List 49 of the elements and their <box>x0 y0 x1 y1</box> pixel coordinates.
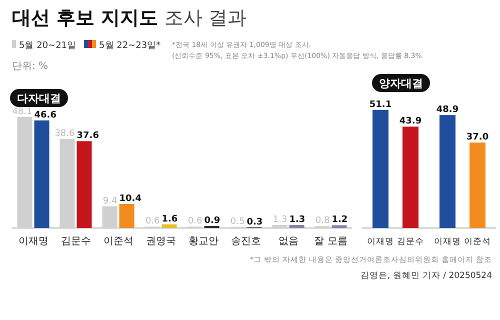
data-label: 1.3 <box>289 215 306 225</box>
data-label: 0.5 <box>230 216 245 227</box>
data-label: 10.4 <box>119 194 142 204</box>
data-label: 0.6 <box>145 216 160 227</box>
x-tick-label: 황교안 <box>188 236 218 247</box>
x-tick-label: 이준석 <box>103 236 134 247</box>
bar <box>332 225 347 228</box>
data-label: 46.6 <box>34 110 56 120</box>
chart-subtitle: 다자대결 <box>17 92 61 105</box>
x-tick-label: 김문수 <box>60 236 91 247</box>
data-label: 1.3 <box>272 215 288 225</box>
data-label: 37.6 <box>76 131 99 142</box>
x-tick-label: 이재명 <box>367 237 394 247</box>
data-label: 37.0 <box>466 132 489 143</box>
bar <box>76 141 92 228</box>
chart-title: 대선 후보 지지도 조사 결과 <box>12 7 246 29</box>
bar <box>119 204 134 228</box>
data-label: 0.8 <box>315 216 330 226</box>
x-tick-label: 잘 모름 <box>314 236 348 247</box>
text: 김영은, 원혜민 기자 / 20250524 <box>360 271 492 281</box>
x-tick-label: 권영국 <box>146 236 176 247</box>
x-tick-label: 송진호 <box>230 236 261 247</box>
x-tick-label: 김문수 <box>397 237 424 247</box>
bar <box>289 225 304 228</box>
bar <box>60 138 75 228</box>
bar <box>272 225 288 228</box>
data-label: 38.6 <box>54 128 76 139</box>
data-label: 0.3 <box>246 217 263 228</box>
data-label: 48.1 <box>12 106 32 117</box>
bar <box>162 224 177 228</box>
data-label: 51.1 <box>369 100 392 110</box>
text: 단위: % <box>12 61 48 72</box>
bar <box>102 206 118 228</box>
legend-label: 5월 20~21일 <box>19 41 76 51</box>
data-label: 1.2 <box>332 215 348 226</box>
bar <box>34 120 50 228</box>
data-label: 1.6 <box>162 214 178 224</box>
legend-label: 5월 22~23일* <box>99 41 162 51</box>
x-tick-label: 이준석 <box>464 237 491 247</box>
x-tick-label: 이재명 <box>18 236 48 247</box>
data-label: 9.4 <box>102 196 118 206</box>
bar <box>17 116 32 228</box>
chart-title: 양자대결 <box>379 77 423 90</box>
data-label: 0.9 <box>204 216 220 226</box>
x-tick-label: 이재명 <box>434 237 461 247</box>
data-label: 48.9 <box>436 105 459 116</box>
x-tick-label: 없음 <box>278 236 298 247</box>
data-label: 43.9 <box>399 116 422 127</box>
data-label: 0.6 <box>188 216 203 227</box>
